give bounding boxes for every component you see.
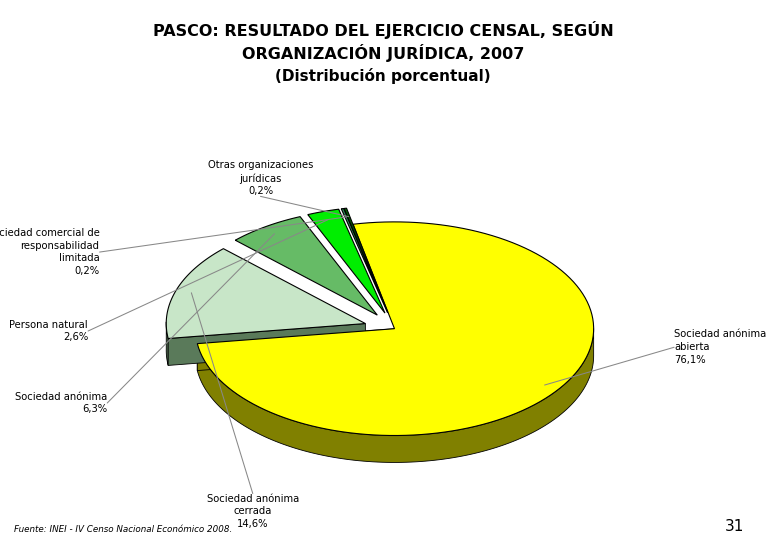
Text: PASCO: RESULTADO DEL EJERCICIO CENSAL, SEGÚN: PASCO: RESULTADO DEL EJERCICIO CENSAL, S… xyxy=(152,21,614,38)
Text: Otras organizaciones
jurídicas
0,2%: Otras organizaciones jurídicas 0,2% xyxy=(208,160,313,197)
Polygon shape xyxy=(198,329,394,370)
Text: ORGANIZACIÓN JURÍDICA, 2007: ORGANIZACIÓN JURÍDICA, 2007 xyxy=(242,44,524,62)
Polygon shape xyxy=(169,323,365,366)
Polygon shape xyxy=(308,209,385,313)
Text: Sociedad anónima
abierta
76,1%: Sociedad anónima abierta 76,1% xyxy=(674,329,766,365)
Text: 31: 31 xyxy=(725,518,745,534)
Polygon shape xyxy=(198,328,594,462)
Polygon shape xyxy=(235,217,378,315)
Text: Sociedad anónima
6,3%: Sociedad anónima 6,3% xyxy=(15,392,107,414)
Polygon shape xyxy=(342,208,388,313)
Polygon shape xyxy=(344,208,388,313)
Polygon shape xyxy=(198,222,594,435)
Polygon shape xyxy=(166,322,169,366)
Text: Sociedad comercial de
responsabilidad
limitada
0,2%: Sociedad comercial de responsabilidad li… xyxy=(0,228,100,276)
Text: (Distribución porcentual): (Distribución porcentual) xyxy=(275,68,491,84)
Text: Fuente: INEI - IV Censo Nacional Económico 2008.: Fuente: INEI - IV Censo Nacional Económi… xyxy=(14,524,232,534)
Text: Persona natural
2,6%: Persona natural 2,6% xyxy=(9,320,88,342)
Polygon shape xyxy=(166,248,365,339)
Text: Sociedad anónima
cerrada
14,6%: Sociedad anónima cerrada 14,6% xyxy=(207,494,299,529)
